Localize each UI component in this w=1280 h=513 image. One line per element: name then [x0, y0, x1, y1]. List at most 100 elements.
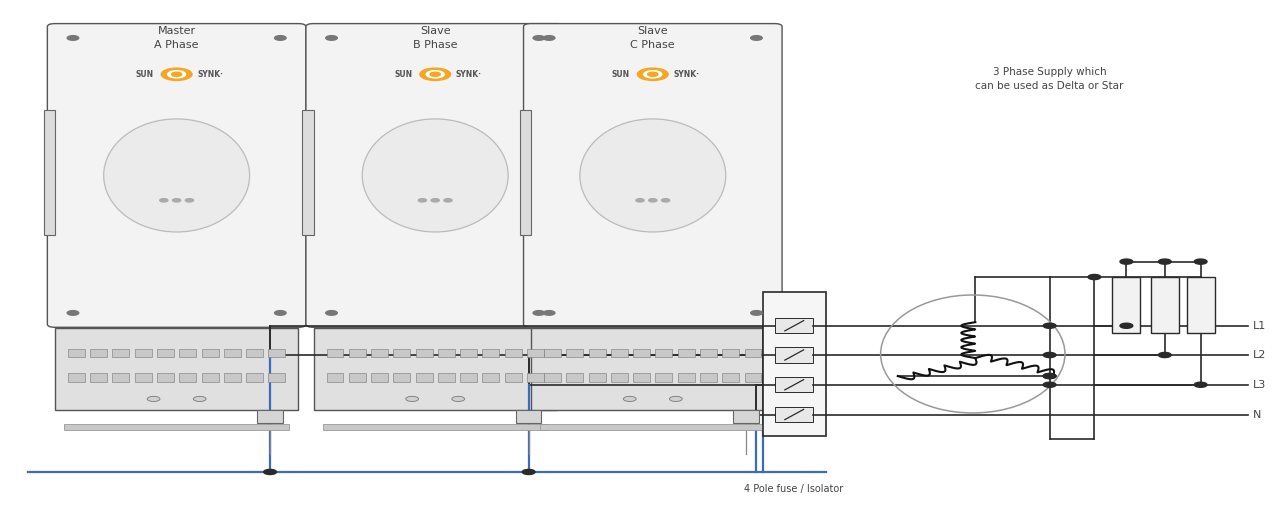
Bar [776, 407, 813, 422]
Circle shape [1194, 259, 1207, 264]
Bar [516, 410, 541, 423]
Bar [224, 373, 241, 382]
Bar [326, 349, 343, 357]
Bar [302, 110, 314, 235]
Circle shape [274, 310, 287, 315]
Text: N: N [1253, 409, 1262, 420]
Circle shape [636, 199, 644, 202]
Circle shape [168, 71, 186, 78]
Bar [438, 349, 454, 357]
Bar [776, 377, 813, 392]
Bar [655, 349, 672, 357]
Bar [55, 328, 298, 410]
Circle shape [1043, 352, 1056, 358]
Text: 4 Pole fuse / Isolator: 4 Pole fuse / Isolator [744, 484, 844, 494]
Circle shape [444, 199, 452, 202]
Circle shape [544, 36, 556, 41]
Bar [134, 373, 152, 382]
Bar [371, 349, 388, 357]
Circle shape [522, 469, 535, 475]
Bar [393, 373, 411, 382]
Bar [655, 373, 672, 382]
Bar [566, 373, 584, 382]
Text: L2: L2 [1253, 350, 1266, 360]
Bar [246, 349, 264, 357]
Text: SUN: SUN [136, 70, 154, 79]
Bar [733, 410, 759, 423]
Bar [722, 373, 740, 382]
Bar [246, 373, 264, 382]
Bar [700, 373, 717, 382]
Bar [224, 349, 241, 357]
Bar [134, 349, 152, 357]
FancyBboxPatch shape [47, 24, 306, 327]
Bar [416, 349, 433, 357]
Bar [700, 349, 717, 357]
Bar [68, 373, 84, 382]
Bar [1187, 277, 1215, 333]
Bar [323, 424, 548, 430]
Circle shape [426, 71, 444, 78]
Circle shape [534, 310, 545, 315]
Bar [527, 373, 544, 382]
Bar [438, 373, 454, 382]
Bar [589, 349, 605, 357]
Bar [531, 328, 774, 410]
Circle shape [325, 36, 338, 41]
Bar [544, 349, 561, 357]
Text: Slave
B Phase: Slave B Phase [413, 26, 457, 50]
Circle shape [637, 68, 668, 81]
Circle shape [1043, 382, 1056, 387]
Circle shape [649, 199, 657, 202]
Bar [269, 373, 285, 382]
Bar [257, 410, 283, 423]
Circle shape [1043, 373, 1056, 379]
Bar [677, 373, 695, 382]
Text: Slave
C Phase: Slave C Phase [631, 26, 675, 50]
Bar [157, 373, 174, 382]
Bar [460, 349, 477, 357]
Bar [1112, 277, 1140, 333]
Circle shape [173, 199, 180, 202]
Circle shape [193, 397, 206, 402]
Bar [589, 373, 605, 382]
Ellipse shape [104, 119, 250, 232]
Bar [314, 328, 557, 410]
Bar [745, 373, 762, 382]
Circle shape [1088, 274, 1101, 280]
Bar [1151, 277, 1179, 333]
Circle shape [420, 68, 451, 81]
Text: SUN: SUN [612, 70, 630, 79]
Text: L3: L3 [1253, 380, 1266, 390]
Circle shape [1043, 373, 1056, 379]
Bar [157, 349, 174, 357]
Bar [634, 349, 650, 357]
Bar [504, 373, 522, 382]
Bar [64, 424, 289, 430]
Circle shape [648, 72, 658, 76]
Circle shape [160, 199, 168, 202]
Text: SUN: SUN [394, 70, 412, 79]
Bar [371, 373, 388, 382]
Bar [504, 349, 522, 357]
Bar [90, 349, 108, 357]
Text: SYNK·: SYNK· [456, 70, 481, 79]
Bar [540, 424, 765, 430]
Bar [393, 349, 411, 357]
Bar [113, 349, 129, 357]
Bar [179, 349, 196, 357]
Circle shape [1158, 259, 1171, 264]
Circle shape [750, 310, 763, 315]
Bar [527, 349, 544, 357]
Text: SYNK·: SYNK· [197, 70, 223, 79]
Bar [113, 373, 129, 382]
Bar [483, 349, 499, 357]
Bar [179, 373, 196, 382]
Circle shape [186, 199, 193, 202]
Circle shape [68, 36, 79, 41]
Circle shape [430, 72, 440, 76]
Text: SYNK·: SYNK· [673, 70, 699, 79]
Text: 3 Phase Supply which
can be used as Delta or Star: 3 Phase Supply which can be used as Delt… [975, 67, 1124, 91]
Bar [269, 349, 285, 357]
Circle shape [419, 199, 426, 202]
